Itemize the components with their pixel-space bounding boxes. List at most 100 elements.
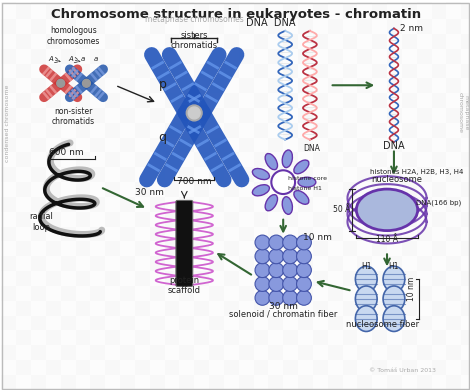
Bar: [1, 152, 16, 167]
Bar: [1, 182, 16, 197]
Bar: [254, 93, 268, 108]
Bar: [283, 197, 298, 212]
Bar: [417, 316, 431, 330]
Bar: [150, 34, 164, 49]
Bar: [417, 0, 431, 4]
Bar: [387, 330, 402, 345]
Bar: [194, 19, 209, 34]
Bar: [357, 212, 372, 227]
Bar: [357, 256, 372, 271]
Bar: [120, 375, 135, 390]
Bar: [298, 375, 313, 390]
Circle shape: [255, 290, 270, 305]
Bar: [224, 212, 239, 227]
Bar: [239, 93, 254, 108]
Bar: [313, 212, 328, 227]
Bar: [150, 375, 164, 390]
Bar: [298, 138, 313, 152]
Bar: [75, 197, 91, 212]
Bar: [164, 197, 179, 212]
Bar: [61, 345, 75, 360]
Bar: [91, 93, 105, 108]
Bar: [328, 197, 343, 212]
Bar: [298, 78, 313, 93]
Bar: [135, 286, 150, 301]
Bar: [164, 167, 179, 182]
Circle shape: [269, 249, 284, 264]
Bar: [239, 360, 254, 375]
Bar: [357, 227, 372, 241]
Bar: [1, 360, 16, 375]
Bar: [209, 108, 224, 123]
Bar: [91, 271, 105, 286]
Bar: [105, 345, 120, 360]
Bar: [179, 182, 194, 197]
Circle shape: [188, 107, 200, 119]
Bar: [254, 330, 268, 345]
Bar: [402, 4, 417, 19]
Bar: [120, 78, 135, 93]
Bar: [224, 19, 239, 34]
Bar: [239, 182, 254, 197]
Bar: [105, 241, 120, 256]
Bar: [179, 123, 194, 138]
Bar: [431, 301, 447, 316]
Bar: [372, 345, 387, 360]
Bar: [417, 34, 431, 49]
Bar: [31, 360, 46, 375]
Bar: [194, 256, 209, 271]
Bar: [150, 0, 164, 4]
Bar: [328, 138, 343, 152]
Bar: [150, 167, 164, 182]
Bar: [194, 93, 209, 108]
Bar: [417, 64, 431, 78]
Bar: [120, 108, 135, 123]
Bar: [135, 19, 150, 34]
Bar: [194, 4, 209, 19]
Text: A: A: [68, 56, 73, 62]
Bar: [387, 241, 402, 256]
Bar: [164, 330, 179, 345]
Bar: [105, 286, 120, 301]
Bar: [298, 167, 313, 182]
Bar: [298, 197, 313, 212]
Bar: [298, 360, 313, 375]
Bar: [105, 0, 120, 4]
Bar: [1, 78, 16, 93]
Bar: [135, 316, 150, 330]
Bar: [298, 152, 313, 167]
Bar: [461, 49, 474, 64]
Bar: [343, 64, 357, 78]
Bar: [343, 152, 357, 167]
Bar: [61, 4, 75, 19]
Bar: [164, 93, 179, 108]
Bar: [91, 78, 105, 93]
Bar: [283, 138, 298, 152]
Bar: [328, 93, 343, 108]
Bar: [447, 49, 461, 64]
Text: metaphase chromosomes: metaphase chromosomes: [145, 15, 244, 24]
Bar: [46, 212, 61, 227]
Bar: [164, 375, 179, 390]
Bar: [209, 0, 224, 4]
Bar: [120, 34, 135, 49]
Circle shape: [269, 290, 284, 305]
Bar: [328, 167, 343, 182]
Bar: [328, 360, 343, 375]
Bar: [16, 123, 31, 138]
Bar: [179, 375, 194, 390]
Bar: [357, 123, 372, 138]
Bar: [164, 49, 179, 64]
Bar: [254, 316, 268, 330]
Bar: [313, 286, 328, 301]
Ellipse shape: [298, 177, 316, 187]
Bar: [268, 241, 283, 256]
Bar: [179, 0, 194, 4]
Bar: [447, 197, 461, 212]
Bar: [31, 316, 46, 330]
Bar: [239, 34, 254, 49]
Bar: [328, 286, 343, 301]
Circle shape: [283, 235, 298, 250]
Text: 30 nm: 30 nm: [269, 302, 298, 311]
Bar: [254, 212, 268, 227]
